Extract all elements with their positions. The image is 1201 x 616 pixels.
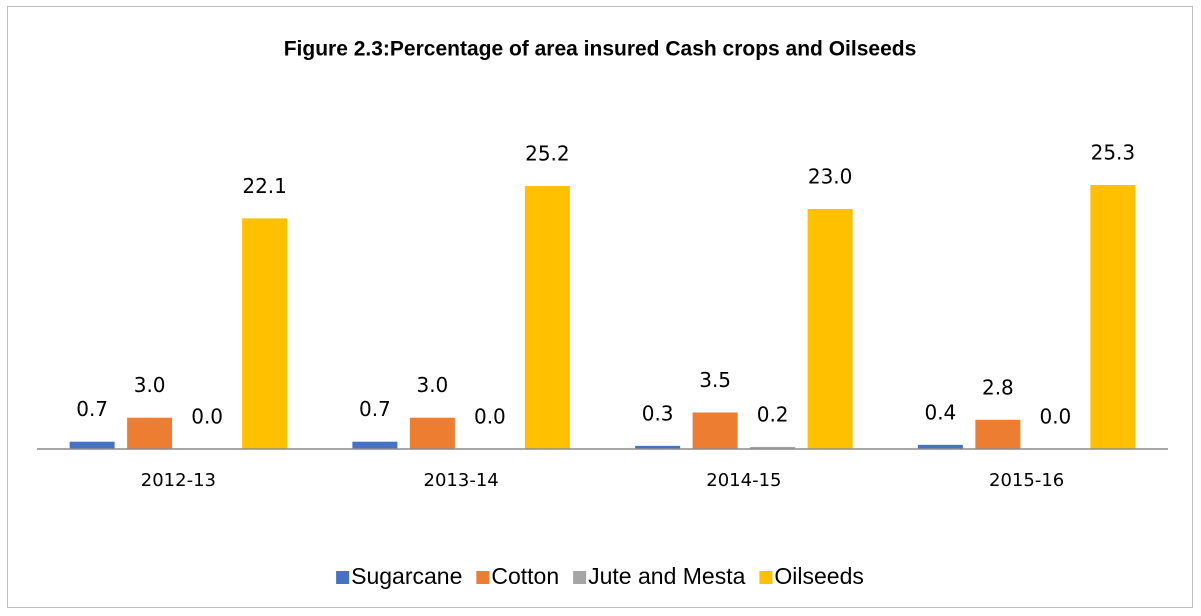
x-tick-label: 2015-16 [989,470,1064,491]
data-label: 0.7 [359,397,391,421]
data-label: 0.4 [924,400,956,424]
bar [352,441,398,449]
chart-border [7,6,1193,608]
bar [975,419,1021,449]
bar [409,417,455,449]
legend-swatch [759,571,773,584]
bar [807,209,853,449]
bar [917,444,963,449]
bar [692,412,738,449]
legend-label: Sugarcane [351,563,462,589]
bar [524,186,570,450]
chart-title: Figure 2.3:Percentage of area insured Ca… [284,38,917,61]
legend-swatch [573,571,587,584]
bar [69,441,115,449]
data-label: 0.3 [642,401,674,425]
data-label: 0.0 [191,405,223,429]
data-label: 0.2 [757,402,789,426]
data-label: 23.0 [808,165,853,189]
legend-label: Jute and Mesta [588,563,745,589]
bar [242,218,288,449]
data-label: 0.0 [1039,405,1071,429]
legend-swatch [476,571,490,584]
x-tick-label: 2012-13 [141,470,216,491]
bar [1090,185,1136,449]
data-label: 25.3 [1091,141,1136,165]
x-tick-label: 2014-15 [706,470,781,491]
bar [127,417,173,449]
data-label: 2.8 [982,375,1014,399]
data-label: 3.0 [134,373,166,397]
data-label: 25.2 [525,142,570,166]
x-tick-label: 2013-14 [424,470,499,491]
legend-swatch [336,571,350,584]
data-label: 0.0 [474,405,506,429]
legend-label: Oilseeds [774,563,863,589]
data-label: 3.0 [416,373,448,397]
legend-label: Cotton [491,563,559,589]
data-label: 0.7 [76,397,108,421]
data-label: 3.5 [699,368,731,392]
bar [750,446,796,449]
data-label: 22.1 [242,174,287,198]
bar [635,445,681,449]
